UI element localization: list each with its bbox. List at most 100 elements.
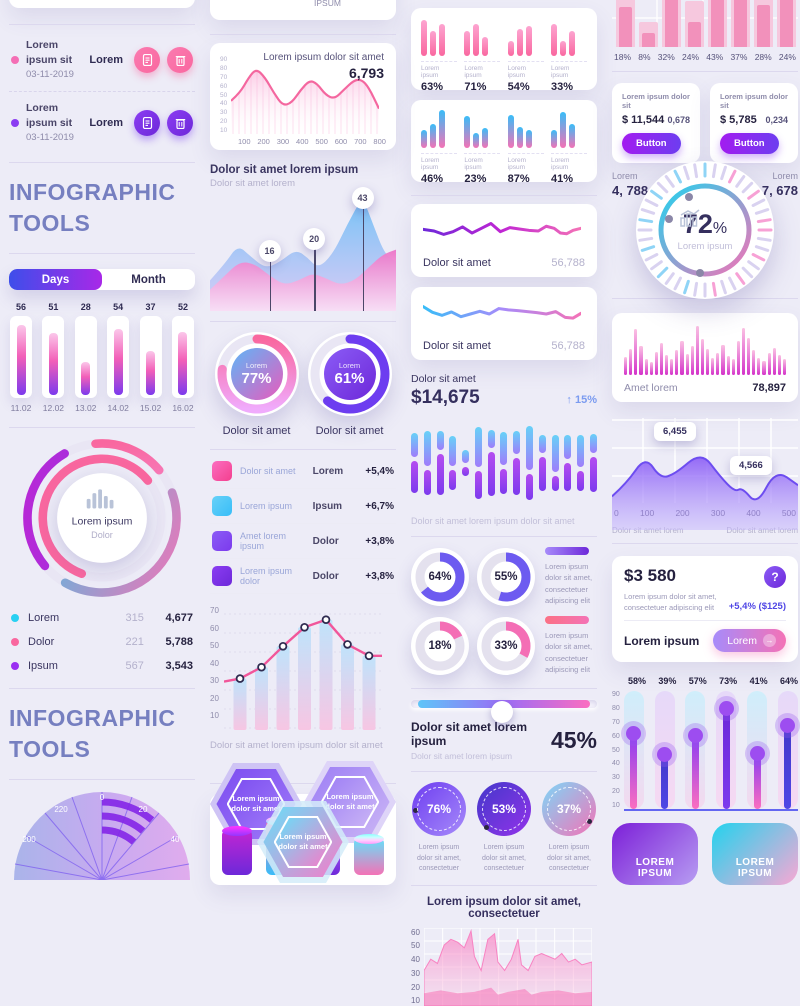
list-item: Lorem ipsum sit 03-11-2019 Lorem	[9, 90, 195, 154]
toggle-days-button[interactable]: Days	[9, 269, 102, 290]
mb-label: Lorem ipsum	[464, 61, 501, 79]
mb-value: 46%	[421, 173, 444, 185]
legend-pill	[545, 547, 589, 555]
purple-area-captions: Dolor sit amet lorem Dolor sit amet lore…	[612, 526, 798, 535]
db-item: 52 16.02	[171, 302, 195, 413]
line-bar-caption: Dolor sit amet lorem ipsum dolor sit ame…	[210, 740, 383, 751]
legend-value: 3,543	[165, 659, 193, 672]
axis-label: 20	[220, 118, 228, 126]
lorem-ipsum-button[interactable]: LOREM IPSUM	[712, 823, 798, 885]
cap-col	[411, 419, 418, 507]
head	[749, 746, 765, 762]
cap top	[500, 431, 508, 466]
cylinder	[354, 839, 384, 875]
table-label: Amet lorem ipsum	[240, 531, 287, 551]
toggle-month-button[interactable]: Month	[102, 269, 195, 290]
list-item-text: Lorem ipsum sit 03-11-2019	[26, 101, 82, 145]
ring-chart-svg: Lorem ipsum Dolor	[23, 439, 181, 597]
trash-button[interactable]	[167, 110, 193, 137]
c4-bar	[616, 0, 635, 47]
gauge-core: Lorem 77%	[230, 348, 283, 400]
gauge-ring-svg	[310, 334, 389, 414]
pink-area-title: Lorem ipsum dolor sit amet, consectetuer	[427, 895, 581, 920]
c4-bar	[708, 0, 727, 47]
cap-col	[538, 419, 546, 507]
mb-bars	[507, 18, 544, 56]
document-button[interactable]	[134, 46, 160, 73]
activity-list: Lorem ipsum sit 03-11-2019 Lorem Lorem i…	[9, 29, 195, 154]
legend-row: Lorem 315 4,677	[9, 606, 195, 630]
document-button[interactable]	[134, 110, 160, 137]
legend-row: Dolor 221 5,788	[9, 630, 195, 654]
axis-label: 40	[120, 0, 129, 2]
trash-button[interactable]	[167, 46, 193, 73]
gradient-ring: 53%	[477, 782, 531, 836]
stat-card-button[interactable]: Button	[720, 132, 779, 154]
lorem-button[interactable]: Lorem →	[713, 629, 786, 652]
mb-label: Lorem ipsum	[464, 153, 501, 171]
lorem-ipsum-button[interactable]: LOREM IPSUM	[612, 823, 698, 885]
table-mid: Dolor	[312, 570, 339, 582]
db-item: 56 11.02	[9, 302, 33, 413]
gauge-unit: %	[712, 219, 728, 237]
ring-chart: Lorem ipsum Dolor	[9, 432, 195, 604]
caption-right: Dolor sit amet lorem	[726, 525, 798, 535]
price-card: $3 580 ? Lorem ipsum dolor sit amet, con…	[612, 555, 798, 662]
divider	[612, 542, 798, 544]
revenue-amount: $14,675	[411, 387, 480, 408]
db-slot	[10, 315, 32, 398]
gauge-caption: Dolor sit amet	[315, 425, 384, 437]
gauge-left-stat: Lorem 4, 788	[612, 171, 648, 198]
donut-gauge: Lorem 61% Dolor sit amet	[307, 332, 392, 437]
slider-stats-title: Dolor sit amet lorem ipsum	[411, 720, 528, 748]
stat-card: Lorem ipsum dolor sit $ 11,544 0,678 But…	[612, 82, 700, 163]
mb-label: Lorem ipsum	[550, 61, 587, 79]
cap bot	[487, 451, 495, 496]
inner	[779, 0, 794, 47]
wave-value: 6,793	[348, 65, 384, 81]
legend-text: Lorem ipsum dolor sit amet, consectetuer…	[545, 631, 593, 674]
axis-label: 70	[612, 718, 620, 726]
cap top	[577, 435, 585, 468]
list-item-title: Lorem ipsum sit	[26, 101, 73, 130]
stat-card-value: 0,678	[667, 114, 690, 125]
slider-knob[interactable]	[490, 701, 513, 723]
price-amount: $3 580	[624, 565, 676, 585]
capsule-chart	[411, 419, 597, 507]
axis-label: 100	[238, 137, 251, 146]
hist-bar	[706, 348, 710, 375]
daily-bars-chart: 56 11.02 51 12.02 28 13.02 54 14.02 37 15.02 52 16.…	[9, 302, 195, 413]
mb-bar blue	[516, 127, 523, 148]
stat-card-amount: $ 11,544	[622, 113, 665, 126]
list-item-tag: Lorem	[89, 53, 123, 66]
stem	[269, 260, 272, 311]
wave-chart-svg	[231, 69, 380, 134]
hist-bar	[680, 341, 684, 375]
histogram-footer: Amet lorem 78,897	[624, 382, 786, 394]
cap bot	[538, 457, 546, 491]
inner	[733, 0, 748, 47]
mb-bar blue	[439, 110, 445, 148]
inner	[710, 0, 725, 47]
stat-card-button[interactable]: Button	[622, 132, 681, 154]
bub: 16	[258, 240, 281, 262]
wave-chart-title: Lorem ipsum dolor sit amet 6,793	[263, 52, 384, 81]
inner	[618, 6, 633, 47]
axis-label: 50	[146, 0, 155, 2]
gauge-label: Lorem	[245, 361, 268, 370]
wave-title-text: Lorem ipsum dolor sit amet	[263, 52, 384, 63]
mb-bar blue	[430, 124, 436, 148]
hist-bar	[670, 359, 674, 375]
table-label: Lorem ipsum	[240, 501, 293, 511]
pink-bars-line-chart	[612, 0, 798, 47]
histogram-label: Amet lorem	[624, 381, 678, 394]
slider[interactable]	[411, 700, 597, 723]
sparkline-card: Dolor sit amet 56,788	[411, 204, 597, 277]
hist-bar	[659, 342, 663, 375]
gauge-core: Lorem 61%	[323, 348, 376, 400]
help-button[interactable]: ?	[764, 565, 786, 588]
list-dot	[11, 119, 19, 128]
donut-gauges: Lorem 77% Dolor sit amet Lorem 61%	[210, 332, 396, 437]
mb-group: Lorem ipsum 87%	[507, 110, 544, 185]
stat-card-row: $ 11,544 0,678	[622, 114, 690, 126]
